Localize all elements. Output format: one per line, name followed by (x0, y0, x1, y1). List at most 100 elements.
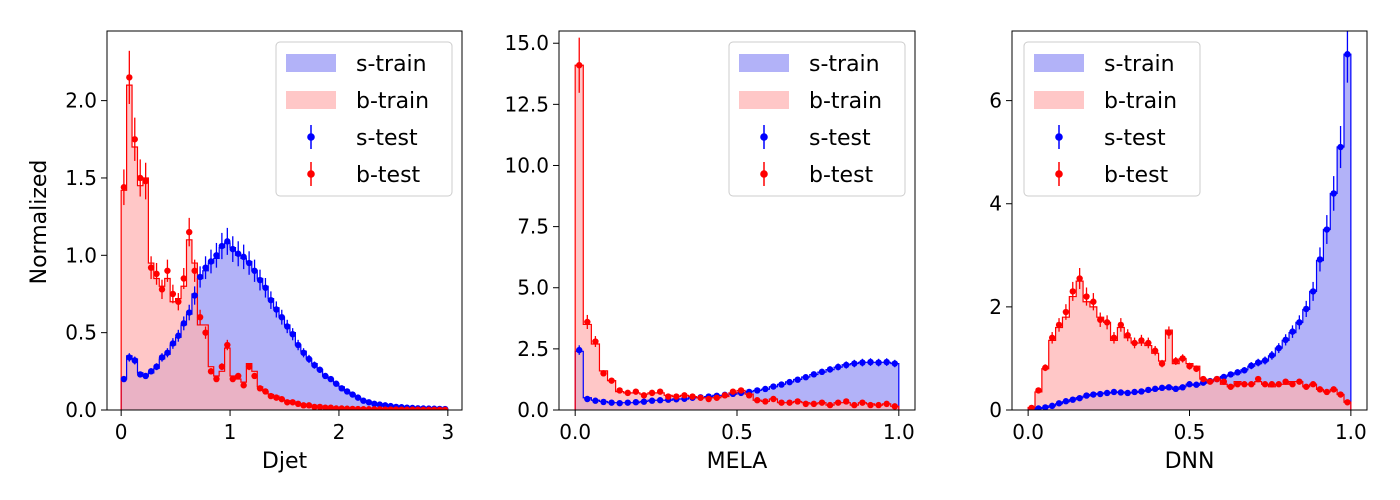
y-tick-label: 2.0 (65, 89, 97, 113)
legend-entry: b-train (286, 89, 429, 114)
y-tick-label: 15.0 (504, 31, 549, 55)
legend-marker (760, 133, 768, 141)
data-point (294, 341, 302, 349)
plot-area (120, 50, 449, 410)
data-point (843, 398, 850, 405)
data-point (802, 400, 809, 408)
data-point (213, 252, 220, 259)
panel-2: 0.0 0.5 1.0 0.0 2.5 5.0 7.5 10.0 12.5 15.0 MELA s-t… (504, 30, 916, 474)
series-s-train-fill (575, 351, 899, 410)
data-point (153, 270, 160, 278)
data-point (1344, 399, 1351, 406)
data-point (365, 399, 373, 406)
data-point (180, 320, 187, 327)
data-point (786, 399, 793, 406)
data-point (851, 401, 858, 409)
data-point (436, 406, 443, 410)
data-point (316, 366, 324, 373)
data-point (262, 284, 269, 291)
data-point (834, 363, 842, 371)
data-point (1296, 378, 1303, 385)
data-point (126, 354, 133, 361)
legend-swatch (1034, 54, 1084, 72)
data-point (632, 388, 640, 395)
data-point (834, 399, 842, 406)
data-point (754, 397, 761, 404)
data-point (754, 387, 761, 394)
y-tick-label: 5.0 (517, 276, 549, 300)
data-point (600, 370, 607, 377)
y-tick-label: 7.5 (517, 215, 549, 239)
data-point (1124, 389, 1131, 397)
y-tick-label: 10.0 (504, 153, 549, 177)
data-point (1179, 355, 1186, 362)
data-point (1261, 381, 1269, 388)
y-axis-label: Normalized (27, 160, 52, 285)
data-point (354, 405, 362, 410)
series-b-train-fill (1028, 281, 1351, 410)
data-point (1165, 384, 1173, 391)
legend-marker (1055, 133, 1063, 141)
data-point (665, 393, 672, 400)
data-point (240, 253, 247, 261)
data-point (327, 375, 334, 383)
data-point (1179, 384, 1186, 391)
data-point (251, 372, 258, 380)
y-tick-label: 1.0 (65, 243, 97, 267)
y-tick-label: 0.5 (65, 321, 97, 345)
data-point (120, 184, 128, 191)
data-point (284, 323, 291, 330)
y-tick-label: 0.0 (65, 398, 97, 422)
data-point (245, 363, 253, 370)
data-point (632, 398, 640, 406)
legend-label: b-train (809, 89, 882, 114)
data-point (1117, 321, 1125, 329)
y-tick-label: 0 (989, 398, 1002, 422)
data-point (624, 389, 631, 397)
data-point (867, 401, 874, 409)
data-point (191, 292, 198, 299)
legend-entry: b-test (1055, 162, 1169, 188)
data-point (305, 355, 313, 363)
data-point (778, 381, 785, 388)
axes-frame (106, 30, 463, 411)
legend-box (728, 41, 906, 197)
data-point (137, 371, 144, 378)
data-point (851, 360, 858, 367)
data-point (327, 404, 334, 410)
data-point (175, 332, 182, 339)
data-point (875, 401, 882, 409)
data-point (1296, 319, 1303, 326)
data-point (262, 388, 269, 395)
data-point (891, 403, 898, 410)
data-point (608, 399, 615, 406)
data-point (387, 406, 394, 410)
panel-3: 0.0 0.5 1.0 0 2 4 6 DNN s-train b-train s-test b-te… (989, 30, 1368, 474)
data-point (169, 340, 177, 347)
data-point (681, 392, 688, 399)
data-point (778, 399, 785, 406)
data-point (333, 405, 340, 410)
data-point (592, 397, 599, 404)
data-point (1110, 388, 1118, 396)
data-point (1069, 396, 1076, 403)
data-point (131, 357, 138, 364)
data-point (1289, 328, 1296, 335)
data-point (338, 385, 345, 392)
data-point (608, 377, 615, 384)
data-point (343, 388, 351, 395)
data-point (843, 361, 850, 369)
data-point (875, 359, 882, 366)
legend-entry: s-test (1055, 125, 1166, 151)
legend-swatch (739, 54, 789, 72)
data-point (1138, 337, 1145, 344)
data-point (349, 405, 356, 410)
legend-label: s-train (1104, 52, 1175, 77)
data-point (425, 406, 432, 410)
data-point (289, 399, 296, 406)
x-axis-label: MELA (707, 449, 768, 474)
data-point (1097, 316, 1104, 323)
data-point (207, 368, 215, 375)
data-point (251, 267, 258, 274)
data-point (1330, 190, 1337, 197)
